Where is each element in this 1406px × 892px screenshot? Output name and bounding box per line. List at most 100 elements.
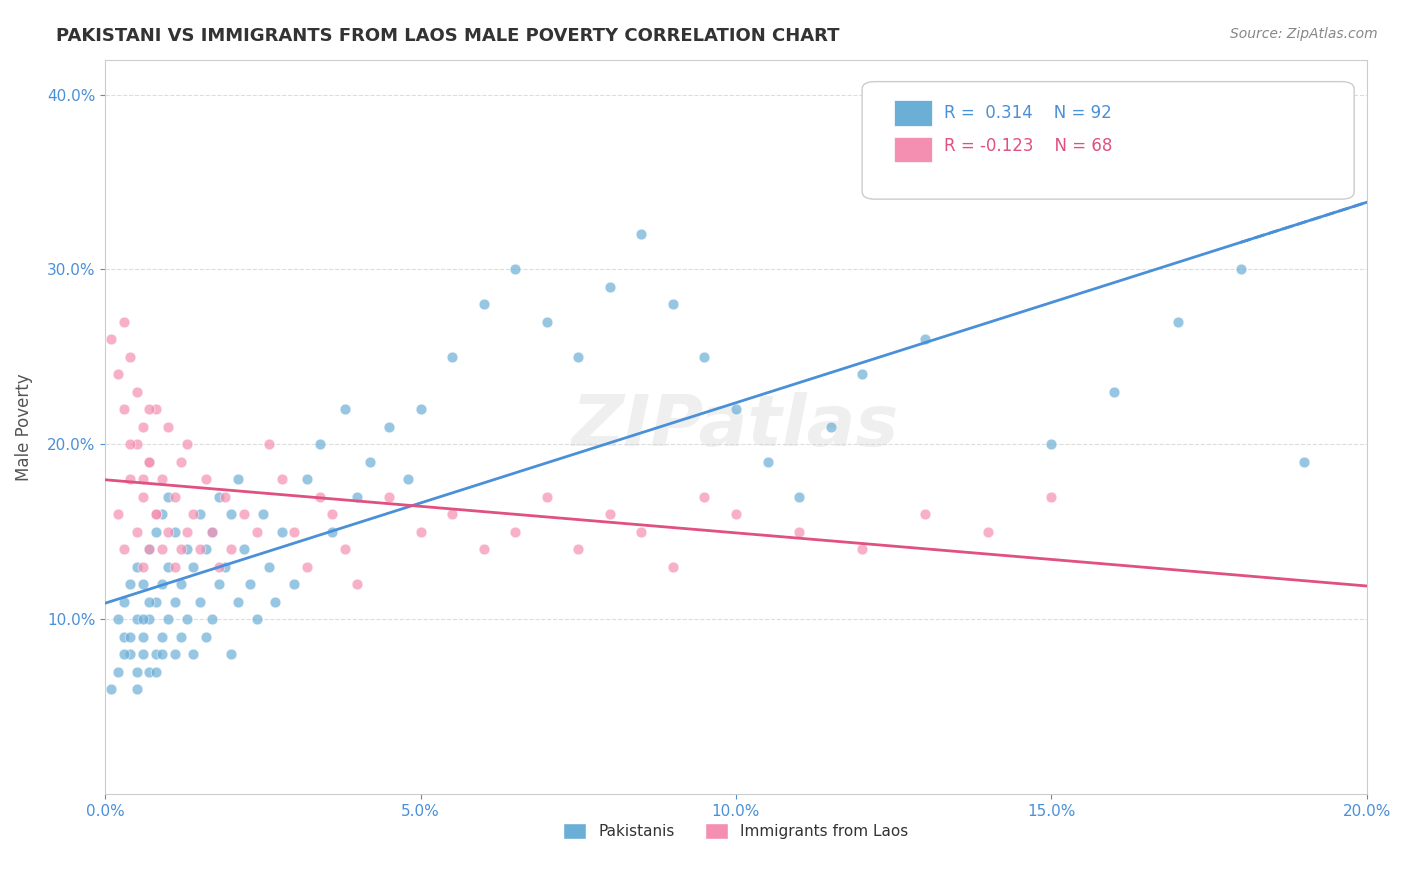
- Point: [283, 577, 305, 591]
- Point: [226, 472, 249, 486]
- Point: [219, 507, 242, 521]
- Point: [378, 419, 401, 434]
- Point: [201, 612, 224, 626]
- Point: [163, 524, 186, 539]
- Point: [232, 542, 254, 557]
- Text: Source: ZipAtlas.com: Source: ZipAtlas.com: [1230, 27, 1378, 41]
- Point: [188, 542, 211, 557]
- Point: [120, 630, 142, 644]
- Point: [252, 507, 274, 521]
- Point: [232, 507, 254, 521]
- Point: [208, 559, 231, 574]
- Point: [120, 437, 142, 451]
- Point: [120, 350, 142, 364]
- Point: [138, 455, 160, 469]
- Point: [100, 332, 122, 346]
- Point: [851, 542, 873, 557]
- Point: [125, 682, 148, 697]
- Point: [662, 297, 685, 311]
- Point: [112, 402, 135, 417]
- Point: [662, 559, 685, 574]
- Point: [145, 595, 167, 609]
- Point: [219, 542, 242, 557]
- Point: [107, 612, 129, 626]
- Point: [170, 542, 193, 557]
- Point: [239, 577, 262, 591]
- Point: [145, 402, 167, 417]
- Point: [333, 542, 356, 557]
- Point: [157, 419, 180, 434]
- Point: [183, 647, 205, 661]
- Point: [112, 630, 135, 644]
- Point: [183, 507, 205, 521]
- Point: [138, 542, 160, 557]
- Point: [157, 559, 180, 574]
- Point: [145, 647, 167, 661]
- Point: [599, 507, 621, 521]
- Point: [472, 297, 495, 311]
- Point: [567, 542, 589, 557]
- Point: [346, 577, 368, 591]
- Point: [724, 402, 747, 417]
- FancyBboxPatch shape: [894, 100, 932, 126]
- Point: [208, 577, 231, 591]
- Point: [176, 612, 198, 626]
- Point: [112, 647, 135, 661]
- Point: [693, 490, 716, 504]
- Point: [346, 490, 368, 504]
- Point: [914, 332, 936, 346]
- Point: [1104, 384, 1126, 399]
- Point: [536, 490, 558, 504]
- Point: [851, 368, 873, 382]
- Point: [308, 437, 330, 451]
- Point: [536, 315, 558, 329]
- Point: [264, 595, 287, 609]
- Point: [132, 419, 155, 434]
- Point: [132, 559, 155, 574]
- Point: [112, 542, 135, 557]
- Point: [409, 402, 432, 417]
- Point: [150, 542, 173, 557]
- Point: [100, 682, 122, 697]
- Point: [378, 490, 401, 504]
- Point: [170, 577, 193, 591]
- Point: [270, 524, 292, 539]
- Point: [157, 490, 180, 504]
- Point: [138, 402, 160, 417]
- Point: [170, 630, 193, 644]
- Point: [1040, 437, 1063, 451]
- Point: [693, 350, 716, 364]
- Point: [201, 524, 224, 539]
- Point: [176, 524, 198, 539]
- Point: [787, 490, 810, 504]
- Point: [188, 595, 211, 609]
- Point: [132, 472, 155, 486]
- Point: [150, 507, 173, 521]
- Point: [138, 595, 160, 609]
- Text: R = -0.123    N = 68: R = -0.123 N = 68: [945, 137, 1112, 155]
- Point: [107, 507, 129, 521]
- Point: [567, 350, 589, 364]
- Point: [157, 524, 180, 539]
- Point: [1229, 262, 1251, 277]
- Point: [163, 595, 186, 609]
- Point: [245, 612, 267, 626]
- Point: [1167, 315, 1189, 329]
- Point: [270, 472, 292, 486]
- Point: [125, 559, 148, 574]
- Point: [409, 524, 432, 539]
- Point: [321, 507, 343, 521]
- Point: [125, 665, 148, 679]
- Point: [120, 577, 142, 591]
- Point: [107, 665, 129, 679]
- Point: [208, 490, 231, 504]
- Point: [630, 227, 652, 242]
- Point: [441, 507, 464, 521]
- Point: [333, 402, 356, 417]
- Point: [257, 559, 280, 574]
- Point: [787, 524, 810, 539]
- Point: [214, 559, 236, 574]
- Legend: Pakistanis, Immigrants from Laos: Pakistanis, Immigrants from Laos: [557, 817, 915, 845]
- Point: [201, 524, 224, 539]
- Point: [125, 612, 148, 626]
